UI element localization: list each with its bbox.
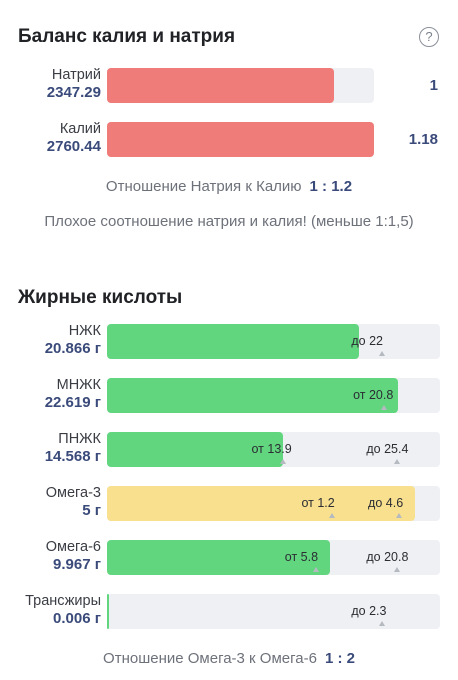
- fatty-acid-bar-fill: [107, 540, 331, 575]
- fatty-acid-label-block: ПНЖК 14.568 г: [0, 431, 101, 465]
- range-marker-label: от 13.9: [251, 442, 292, 456]
- range-marker-tick: [379, 351, 386, 356]
- fatty-acid-bar-track: от 1.2 до 4.6: [107, 486, 440, 521]
- sodium-ratio: 1: [429, 77, 438, 94]
- sodium-bar-fill: [107, 68, 334, 103]
- fatty-acid-bar-track: от 13.9 до 25.4: [107, 432, 440, 467]
- ratio-label: Отношение Натрия к Калию: [105, 178, 302, 195]
- fatty-acid-bar-track: до 22: [107, 324, 440, 359]
- range-marker-label: от 20.8: [353, 388, 394, 402]
- potassium-label: Калий: [59, 121, 101, 137]
- potassium-ratio: 1.18: [408, 131, 438, 148]
- balance-title: Баланс калия и натрия: [18, 26, 236, 47]
- range-marker-label: до 25.4: [366, 442, 409, 456]
- fatty-acid-value: 5 г: [82, 502, 101, 519]
- range-marker-tick: [379, 621, 386, 626]
- fatty-acid-value: 9.967 г: [53, 556, 101, 573]
- fatty-acid-label: МНЖК: [56, 377, 101, 393]
- fatty-acid-bar-track: от 20.8: [107, 378, 440, 413]
- range-marker-tick: [394, 459, 401, 464]
- range-marker-label: от 1.2: [301, 496, 335, 510]
- fatty-acid-value: 14.568 г: [44, 448, 101, 465]
- fatty-acid-label: Омега-3: [45, 485, 101, 501]
- sodium-label-block: Натрий 2347.29: [0, 67, 101, 101]
- fatty-acid-bar-fill: [107, 486, 416, 521]
- fatty-acid-bar-track: от 5.8 до 20.8: [107, 540, 440, 575]
- fatty-acid-label-block: МНЖК 22.619 г: [0, 377, 101, 411]
- fatty-acid-value: 0.006 г: [53, 610, 101, 627]
- range-marker-tick: [396, 513, 403, 518]
- range-marker-label: до 4.6: [368, 496, 404, 510]
- omega-ratio: Отношение Омега-3 к Омега-6 1 : 2: [0, 650, 458, 667]
- range-marker-tick: [312, 567, 319, 572]
- fatty-acid-label: НЖК: [68, 323, 101, 339]
- fatty-acid-value: 22.619 г: [44, 394, 101, 411]
- range-marker-label: от 5.8: [284, 550, 319, 564]
- fatty-acid-bar-fill: [107, 432, 284, 467]
- potassium-bar-track: [107, 122, 374, 157]
- balance-warning: Плохое соотношение натрия и калия! (мень…: [44, 213, 414, 230]
- fatty-acid-bar-fill: [107, 378, 399, 413]
- fatty-acid-label-block: Омега-3 5 г: [0, 485, 101, 519]
- fatty-acid-value: 20.866 г: [44, 340, 101, 357]
- fatty-acid-label-block: Трансжиры 0.006 г: [0, 593, 101, 627]
- potassium-value: 2760.44: [46, 138, 101, 155]
- fatty-acid-label-block: Омега-6 9.967 г: [0, 539, 101, 573]
- question-circle-icon[interactable]: ?: [419, 27, 439, 47]
- fatty-acid-bar-fill: [107, 594, 109, 629]
- range-marker-tick: [381, 405, 388, 410]
- sodium-label: Натрий: [51, 67, 101, 83]
- fatty-acid-label-block: НЖК 20.866 г: [0, 323, 101, 357]
- range-marker-label: до 2.3: [351, 604, 387, 618]
- range-marker-label: до 20.8: [366, 550, 409, 564]
- fatty-acid-label: ПНЖК: [58, 431, 101, 447]
- fatty-acid-label: Трансжиры: [25, 593, 101, 609]
- sodium-value: 2347.29: [46, 84, 101, 101]
- potassium-bar-fill: [107, 122, 374, 157]
- omega-ratio-label: Отношение Омега-3 к Омега-6: [103, 650, 317, 667]
- fatty-acids-title: Жирные кислоты: [18, 287, 183, 308]
- fatty-acid-bar-fill: [107, 324, 360, 359]
- sodium-potassium-ratio: Отношение Натрия к Калию 1 : 1.2: [0, 178, 458, 195]
- omega-ratio-value: 1 : 2: [324, 650, 355, 667]
- fatty-acid-bar-track: до 2.3: [107, 594, 440, 629]
- range-marker-label: до 22: [351, 334, 384, 348]
- range-marker-tick: [279, 459, 286, 464]
- ratio-value: 1 : 1.2: [309, 178, 353, 195]
- range-marker-tick: [394, 567, 401, 572]
- fatty-acid-label: Омега-6: [45, 539, 101, 555]
- potassium-label-block: Калий 2760.44: [0, 121, 101, 155]
- sodium-bar-track: [107, 68, 374, 103]
- range-marker-tick: [329, 513, 336, 518]
